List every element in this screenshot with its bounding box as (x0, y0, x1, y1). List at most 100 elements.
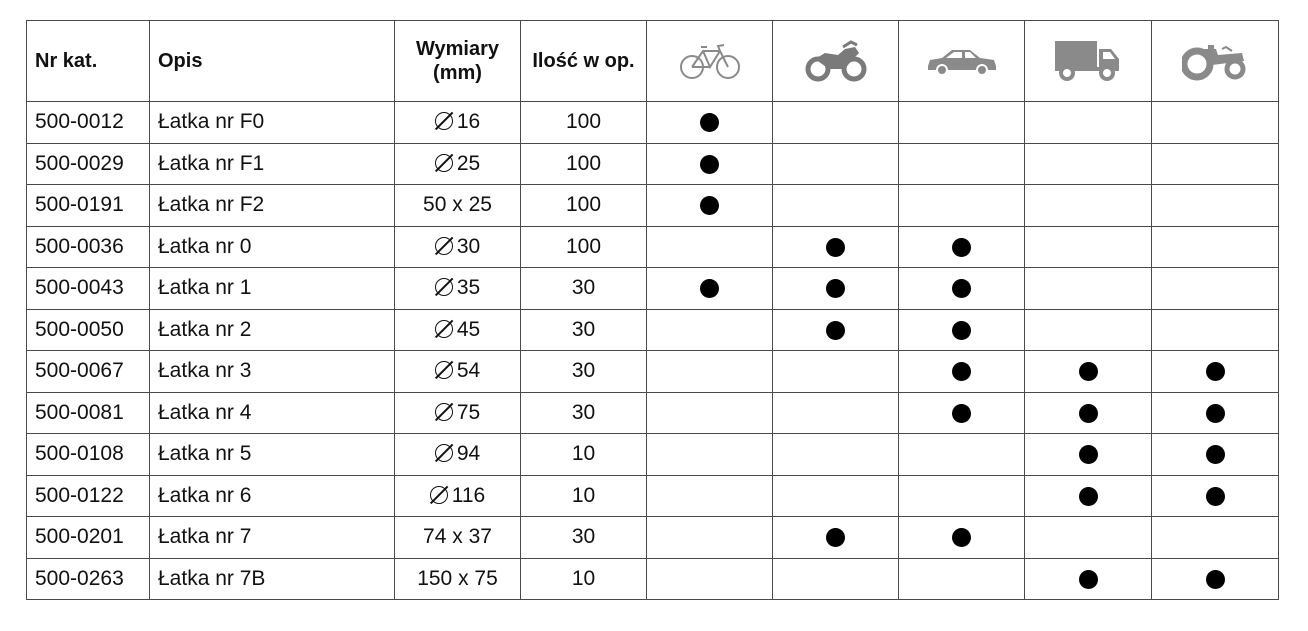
compat-cell-truck (1024, 184, 1152, 227)
description-cell: Łatka nr 1 (149, 267, 395, 310)
catalog-number-cell: 500-0263 (26, 557, 150, 600)
diameter-icon (429, 485, 448, 504)
compat-cell-truck (1024, 350, 1152, 393)
table-row: 500-0029 Łatka nr F1 25 100 (26, 142, 1279, 185)
compatible-dot-icon (700, 196, 719, 216)
compat-cell-truck (1024, 433, 1152, 476)
compat-cell-tractor (1151, 267, 1279, 310)
truck-icon (1055, 41, 1119, 81)
dimensions-cell: 150 x 75 (394, 557, 521, 600)
compat-cell-tractor (1151, 142, 1279, 185)
dimensions-cell: 74 x 37 (394, 516, 521, 559)
dimensions-value: 54 (456, 359, 481, 383)
diameter-icon (434, 236, 453, 255)
header-catalog-number: Nr kat. (26, 20, 150, 102)
description-cell: Łatka nr 4 (149, 391, 395, 434)
compat-cell-bicycle (646, 184, 773, 227)
quantity-cell: 30 (520, 267, 647, 310)
description-cell: Łatka nr 3 (149, 350, 395, 393)
compatible-dot-icon (952, 237, 971, 257)
compat-cell-car (898, 308, 1025, 351)
diameter-icon (434, 319, 453, 338)
compat-cell-car (898, 350, 1025, 393)
compatible-dot-icon (700, 279, 719, 299)
description-cell: Łatka nr F1 (149, 142, 395, 185)
table-row: 500-0012 Łatka nr F0 16 100 (26, 101, 1279, 144)
dimensions-value: 150 x 75 (417, 566, 498, 590)
compat-cell-truck (1024, 391, 1152, 434)
catalog-number-cell: 500-0036 (26, 225, 150, 268)
dimensions-cell: 50 x 25 (394, 184, 521, 227)
compatible-dot-icon (826, 237, 845, 257)
catalog-number-cell: 500-0050 (26, 308, 150, 351)
compatible-dot-icon (1078, 403, 1098, 423)
diameter-icon (434, 278, 453, 297)
compat-cell-tractor (1151, 433, 1279, 476)
compatible-dot-icon (700, 113, 719, 133)
compat-cell-bicycle (646, 225, 773, 268)
compat-cell-bicycle (646, 391, 773, 434)
compat-cell-motorcycle (772, 350, 899, 393)
quantity-cell: 100 (520, 101, 647, 144)
compat-cell-truck (1024, 142, 1152, 185)
dimensions-value: 75 (456, 400, 481, 424)
dimensions-cell: 25 (394, 142, 521, 185)
table-row: 500-0043 Łatka nr 1 35 30 (26, 267, 1279, 310)
quantity-cell: 100 (520, 142, 647, 185)
compat-cell-truck (1024, 101, 1152, 144)
quantity-cell: 10 (520, 433, 647, 476)
header-dimensions: Wymiary (mm) (394, 20, 521, 102)
header-tractor (1151, 20, 1279, 102)
compat-cell-car (898, 433, 1025, 476)
compatible-dot-icon (826, 528, 845, 548)
catalog-number-cell: 500-0067 (26, 350, 150, 393)
dimensions-value: 74 x 37 (423, 525, 492, 549)
compatible-dot-icon (826, 320, 845, 340)
description-cell: Łatka nr 2 (149, 308, 395, 351)
compat-cell-motorcycle (772, 184, 899, 227)
compatible-dot-icon (1205, 569, 1225, 589)
diameter-icon (434, 112, 453, 131)
car-icon (927, 50, 996, 76)
dimensions-cell: 94 (394, 433, 521, 476)
dimensions-value: 30 (456, 234, 481, 258)
diameter-icon (434, 402, 453, 421)
dimensions-value: 116 (451, 483, 486, 507)
dimensions-value: 45 (456, 317, 481, 341)
dimensions-value: 50 x 25 (423, 193, 492, 217)
tractor-icon (1182, 45, 1246, 81)
compat-cell-car (898, 225, 1025, 268)
catalog-number-cell: 500-0081 (26, 391, 150, 434)
compat-cell-bicycle (646, 308, 773, 351)
quantity-cell: 10 (520, 557, 647, 600)
table-row: 500-0081 Łatka nr 4 75 30 (26, 391, 1279, 434)
catalog-number-cell: 500-0043 (26, 267, 150, 310)
compatible-dot-icon (1078, 362, 1098, 382)
dimensions-cell: 16 (394, 101, 521, 144)
dimensions-cell: 45 (394, 308, 521, 351)
catalog-number-cell: 500-0029 (26, 142, 150, 185)
compatible-dot-icon (826, 279, 845, 299)
compat-cell-motorcycle (772, 433, 899, 476)
table-row: 500-0263 Łatka nr 7B 150 x 75 10 (26, 557, 1279, 600)
compat-cell-bicycle (646, 350, 773, 393)
compat-cell-bicycle (646, 142, 773, 185)
dimensions-cell: 116 (394, 474, 521, 517)
compat-cell-car (898, 474, 1025, 517)
diameter-icon (434, 444, 453, 463)
quantity-cell: 30 (520, 516, 647, 559)
compat-cell-tractor (1151, 474, 1279, 517)
compat-cell-car (898, 267, 1025, 310)
dimensions-cell: 54 (394, 350, 521, 393)
dimensions-value: 35 (456, 276, 481, 300)
catalog-number-cell: 500-0108 (26, 433, 150, 476)
dimensions-value: 16 (456, 110, 481, 134)
compat-cell-tractor (1151, 516, 1279, 559)
compat-cell-tractor (1151, 184, 1279, 227)
compat-cell-truck (1024, 225, 1152, 268)
compat-cell-tractor (1151, 308, 1279, 351)
compatible-dot-icon (1078, 569, 1098, 589)
compat-cell-motorcycle (772, 516, 899, 559)
compat-cell-motorcycle (772, 142, 899, 185)
compat-cell-motorcycle (772, 308, 899, 351)
